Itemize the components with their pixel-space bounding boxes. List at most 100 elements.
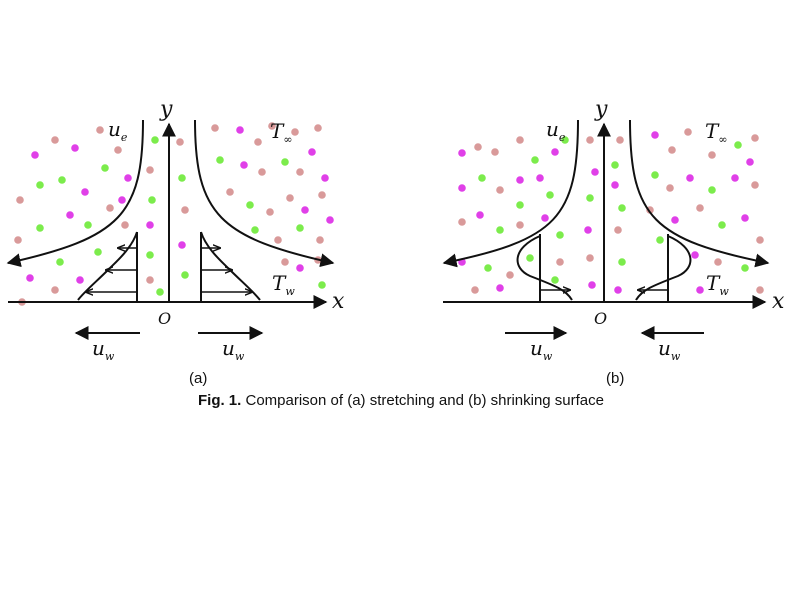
- particle-dot: [314, 124, 322, 132]
- figure-caption-text: Comparison of (a) stretching and (b) shr…: [241, 392, 604, 409]
- particle-dot: [611, 161, 619, 169]
- particle-dot: [178, 174, 186, 182]
- particle-dot: [114, 146, 122, 154]
- figure-caption: Fig. 1. Comparison of (a) stretching and…: [0, 392, 802, 409]
- particle-dot: [516, 136, 524, 144]
- particle-dot: [266, 208, 274, 216]
- particle-dot: [671, 216, 679, 224]
- particle-dot: [84, 221, 92, 229]
- panel-b-tw-label: Tw: [706, 271, 729, 298]
- particle-dot: [756, 236, 764, 244]
- particle-dots-panel-a: [14, 122, 334, 306]
- particle-dot: [16, 196, 24, 204]
- panel-a-profile-right-curve: [200, 231, 261, 301]
- panel-a-origin-label: O: [158, 309, 171, 328]
- particle-dot: [146, 221, 154, 229]
- particle-dot: [51, 286, 59, 294]
- particle-dot: [296, 224, 304, 232]
- particle-dot: [291, 128, 299, 136]
- panel-b-streamline-left: [442, 119, 579, 268]
- particle-dot: [496, 284, 504, 292]
- particle-dot: [546, 191, 554, 199]
- particle-dot: [618, 258, 626, 266]
- particle-dot: [458, 149, 466, 157]
- particle-dot: [746, 158, 754, 166]
- particle-dot: [718, 221, 726, 229]
- particle-dot: [708, 186, 716, 194]
- particle-dot: [686, 174, 694, 182]
- particle-dot: [31, 151, 39, 159]
- particle-dot: [118, 196, 126, 204]
- particle-dot: [531, 156, 539, 164]
- particle-dot: [178, 241, 186, 249]
- panel-a-profile-left-curve: [77, 231, 138, 301]
- particle-dot: [301, 206, 309, 214]
- particle-dot: [258, 168, 266, 176]
- particle-dot: [51, 136, 59, 144]
- particle-dot: [296, 168, 304, 176]
- particle-dot: [296, 264, 304, 272]
- particle-dot: [176, 138, 184, 146]
- particle-dot: [321, 174, 329, 182]
- panel-a-caption-label: (a): [189, 370, 208, 387]
- particle-dot: [756, 286, 764, 294]
- particle-dot: [246, 201, 254, 209]
- particle-dot: [94, 248, 102, 256]
- particle-dot: [268, 122, 276, 130]
- particle-dot: [651, 171, 659, 179]
- particle-dot: [696, 204, 704, 212]
- particle-dot: [146, 251, 154, 259]
- particle-dot: [484, 264, 492, 272]
- particle-dot: [151, 136, 159, 144]
- particle-dot: [561, 136, 569, 144]
- particle-dot: [318, 191, 326, 199]
- particle-dot: [656, 236, 664, 244]
- particle-dot: [71, 144, 79, 152]
- particle-dot: [146, 166, 154, 174]
- particle-dot: [516, 201, 524, 209]
- particle-dot: [614, 226, 622, 234]
- particle-dot: [148, 196, 156, 204]
- panel-a-tw-label: Tw: [272, 271, 295, 298]
- particle-dot: [651, 131, 659, 139]
- particle-dot: [734, 141, 742, 149]
- particle-dot: [36, 181, 44, 189]
- particle-dot: [551, 148, 559, 156]
- particle-dot: [318, 281, 326, 289]
- particle-dot: [251, 226, 259, 234]
- particle-dot: [684, 128, 692, 136]
- particle-dot: [471, 286, 479, 294]
- particle-dot: [506, 271, 514, 279]
- particle-dot: [326, 216, 334, 224]
- particle-dot: [226, 188, 234, 196]
- particle-dot: [121, 221, 129, 229]
- particle-dot: [666, 184, 674, 192]
- particle-dot: [751, 134, 759, 142]
- panel-b-origin-label: O: [594, 309, 607, 328]
- particle-dot: [274, 236, 282, 244]
- particle-dot: [66, 211, 74, 219]
- panel-b-caption-label: (b): [606, 370, 625, 387]
- particle-dot: [236, 126, 244, 134]
- particle-dot: [714, 258, 722, 266]
- particle-dot: [56, 258, 64, 266]
- panel-a-tinf-label: T∞: [270, 119, 293, 146]
- particle-dot: [588, 281, 596, 289]
- particle-dot: [708, 151, 716, 159]
- particle-dot: [496, 226, 504, 234]
- particle-dot: [618, 204, 626, 212]
- panel-b-y-label: y: [594, 97, 608, 122]
- particle-dot: [156, 288, 164, 296]
- particle-dot: [458, 218, 466, 226]
- particle-dot: [14, 236, 22, 244]
- particle-dot: [216, 156, 224, 164]
- particle-dot: [741, 214, 749, 222]
- particle-dot: [491, 148, 499, 156]
- panel-b-ue-label: ue: [546, 117, 566, 144]
- panel-b-uw-left-label: uw: [530, 336, 553, 363]
- particle-dot: [614, 286, 622, 294]
- particle-dot: [526, 254, 534, 262]
- particle-dot: [556, 231, 564, 239]
- particle-dot: [476, 211, 484, 219]
